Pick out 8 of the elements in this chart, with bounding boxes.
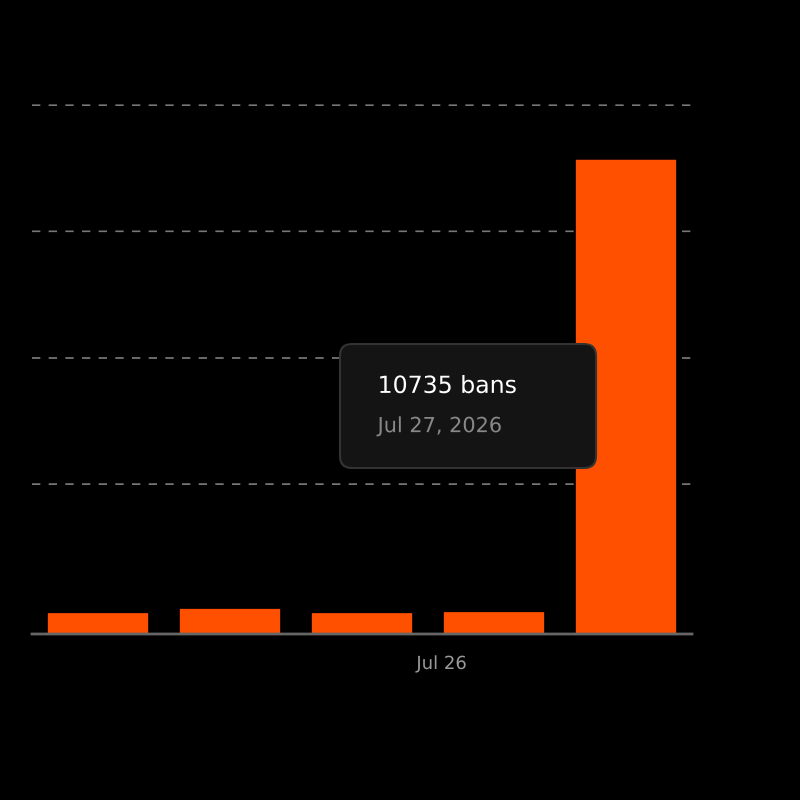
bar xyxy=(312,613,412,634)
bar xyxy=(576,160,676,634)
annotation: Jul 27, 2026 xyxy=(376,416,501,436)
bar xyxy=(48,613,148,634)
bar xyxy=(444,612,544,634)
text: Jul 26 xyxy=(415,655,466,673)
annotation: 10735 bans xyxy=(380,374,516,394)
bar xyxy=(180,608,280,634)
